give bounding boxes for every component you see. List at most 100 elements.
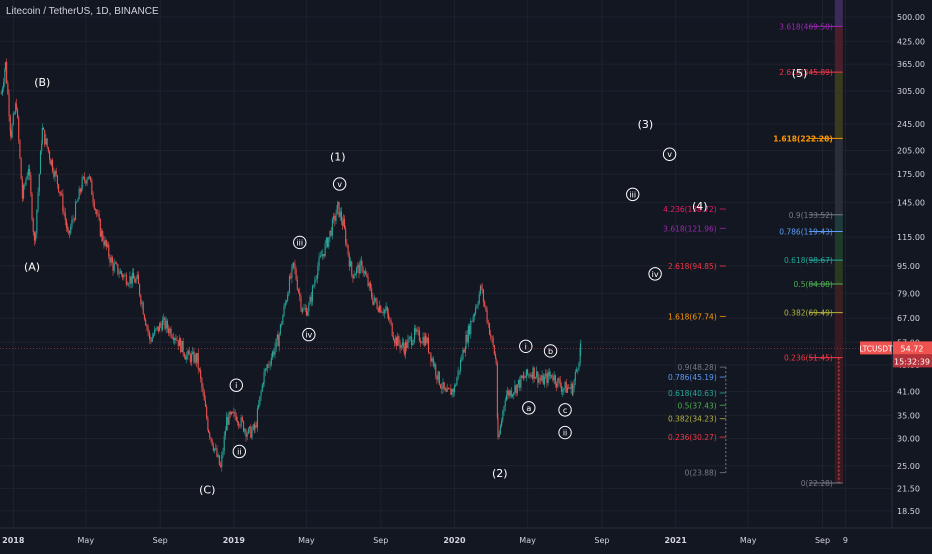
wave-circle <box>522 401 536 415</box>
candle-body <box>572 388 574 395</box>
candle-body <box>122 274 124 278</box>
candle-body <box>444 388 446 390</box>
candle-body <box>374 297 376 302</box>
candle-body <box>154 329 156 335</box>
candle-body <box>35 233 37 241</box>
candle-body <box>32 219 34 233</box>
candle-body <box>316 275 318 280</box>
candle-body <box>352 274 354 279</box>
candle-body <box>291 266 293 278</box>
candle-body <box>470 320 472 335</box>
candle-body <box>52 160 54 172</box>
y-tick-label: 425.00 <box>897 37 925 46</box>
candle-body <box>403 347 405 355</box>
candle-body <box>485 305 487 311</box>
candle-body <box>476 306 478 308</box>
candle-body <box>320 255 323 257</box>
wave-circle <box>293 235 307 250</box>
candle-body <box>510 390 512 397</box>
wave-circle <box>232 444 247 459</box>
candle-body <box>77 199 79 202</box>
candle-body <box>142 302 144 315</box>
candle-body <box>464 348 466 353</box>
candle-body <box>514 385 516 393</box>
candle-body <box>283 305 285 316</box>
candle-body <box>131 272 133 284</box>
candle-body <box>297 289 300 293</box>
candle-body <box>270 357 272 365</box>
candle-body <box>124 275 126 276</box>
candle-body <box>126 284 129 286</box>
candle-body <box>234 411 236 417</box>
candle-body <box>371 288 373 298</box>
x-tick-label: May <box>740 536 757 545</box>
candle-body <box>67 227 69 230</box>
candle-body <box>487 322 489 324</box>
candle-body <box>97 213 99 215</box>
candle-body <box>351 261 353 275</box>
candle-body <box>399 343 401 349</box>
wave-circle <box>332 177 347 191</box>
fib1-level-label: 0.5(37.43) <box>677 401 716 410</box>
y-tick-label: 95.00 <box>897 262 920 271</box>
candle-body <box>23 185 25 199</box>
candle-body <box>386 307 388 314</box>
candle-body <box>414 328 416 340</box>
x-tick-label: 2021 <box>665 536 688 545</box>
candle-body <box>4 62 6 70</box>
candle-body <box>375 297 377 302</box>
candle-body <box>530 375 532 377</box>
candle-body <box>163 317 165 320</box>
candle-body <box>333 216 335 220</box>
candle-body <box>93 201 95 209</box>
fib2-level-label: 0.236(51.45) <box>784 354 833 363</box>
candle-body <box>62 193 64 212</box>
candle-body <box>200 370 202 379</box>
candle-body <box>84 176 86 181</box>
candle-body <box>193 351 195 363</box>
candle-body <box>45 138 47 145</box>
candle-body <box>451 389 453 395</box>
candle-body <box>425 335 427 343</box>
candle-body <box>466 334 468 343</box>
candle-body <box>166 320 168 329</box>
candle-body <box>183 353 185 357</box>
candle-body <box>552 377 554 381</box>
candle-body <box>59 193 61 194</box>
candle-body <box>249 426 251 429</box>
candle-body <box>265 368 268 369</box>
wave-circle <box>229 378 243 392</box>
candle-body <box>541 375 543 381</box>
candle-body <box>423 336 425 346</box>
fib2-level-label: 0.382(69.49) <box>784 309 833 318</box>
candle-body <box>438 371 440 385</box>
candle-body <box>250 426 252 438</box>
candle-body <box>517 379 520 385</box>
candle-body <box>73 219 75 220</box>
candle-body <box>442 382 444 389</box>
candle-body <box>560 386 562 392</box>
candle-body <box>303 308 305 310</box>
candle-body <box>98 214 100 220</box>
candle-body <box>47 147 49 152</box>
candle-body <box>112 262 114 271</box>
candle-body <box>252 424 254 430</box>
candle-body <box>426 337 428 343</box>
wave-label: (5) <box>792 67 808 80</box>
candle-body <box>302 309 304 312</box>
candle-body <box>94 208 97 211</box>
candle-body <box>110 257 112 263</box>
wave-circle-label: i <box>235 381 237 390</box>
fib1-level-label: 3.618(121.96) <box>663 224 717 233</box>
candle-body <box>315 279 317 281</box>
candle-body <box>569 388 571 389</box>
candle-body <box>81 189 83 192</box>
candle-body <box>268 364 270 366</box>
x-tick-label: May <box>78 536 95 545</box>
candle-body <box>261 384 263 392</box>
candle-body <box>354 273 356 276</box>
candle-body <box>254 425 256 430</box>
price-tag-value: 54.72 <box>901 344 924 353</box>
